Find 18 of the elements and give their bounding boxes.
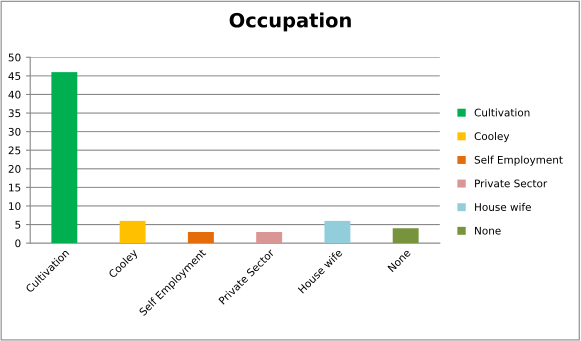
y-tick-label: 40 (8, 90, 20, 99)
y-tick-label: 45 (8, 72, 20, 80)
y-tick-label: 50 (8, 54, 20, 62)
y-tick-label: 25 (8, 146, 20, 154)
y-tick-label: 20 (8, 165, 20, 173)
y-tick-label: 15 (9, 184, 20, 192)
y-tick-label: 30 (8, 128, 20, 136)
y-tick-label: 5 (15, 220, 20, 229)
legend-label: Cultivation (474, 108, 530, 116)
y-tick-label: 10 (9, 202, 20, 210)
legend-label: House wife (475, 202, 531, 211)
y-tick-label: 0 (15, 239, 20, 248)
legend-label: Private Sector (475, 179, 548, 188)
chart-title: Occupation (230, 12, 351, 32)
y-tick-label: 35 (8, 109, 20, 118)
legend-label: Self Employment (474, 156, 563, 166)
legend-label: Cooley (474, 132, 510, 142)
legend-label: None (475, 226, 501, 235)
